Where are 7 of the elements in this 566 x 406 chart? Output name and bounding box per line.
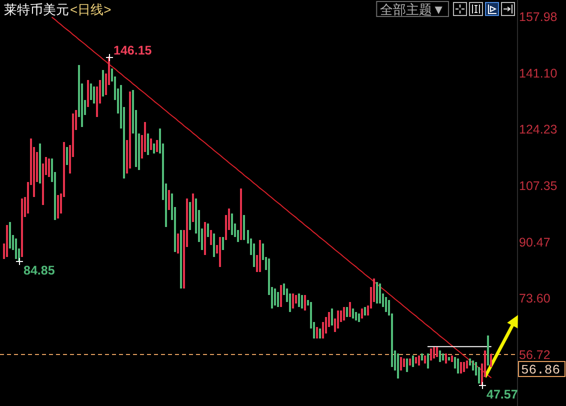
annotation: 146.15 [114, 44, 152, 58]
annotation: 84.85 [24, 264, 55, 278]
annotation: 47.57 [486, 388, 518, 402]
annotation: 全部主题▼ [380, 2, 445, 17]
subtitle: <日线> [70, 2, 112, 17]
ref-line-label: 56.86 [521, 362, 560, 378]
title: 莱特币美元 [4, 2, 69, 17]
